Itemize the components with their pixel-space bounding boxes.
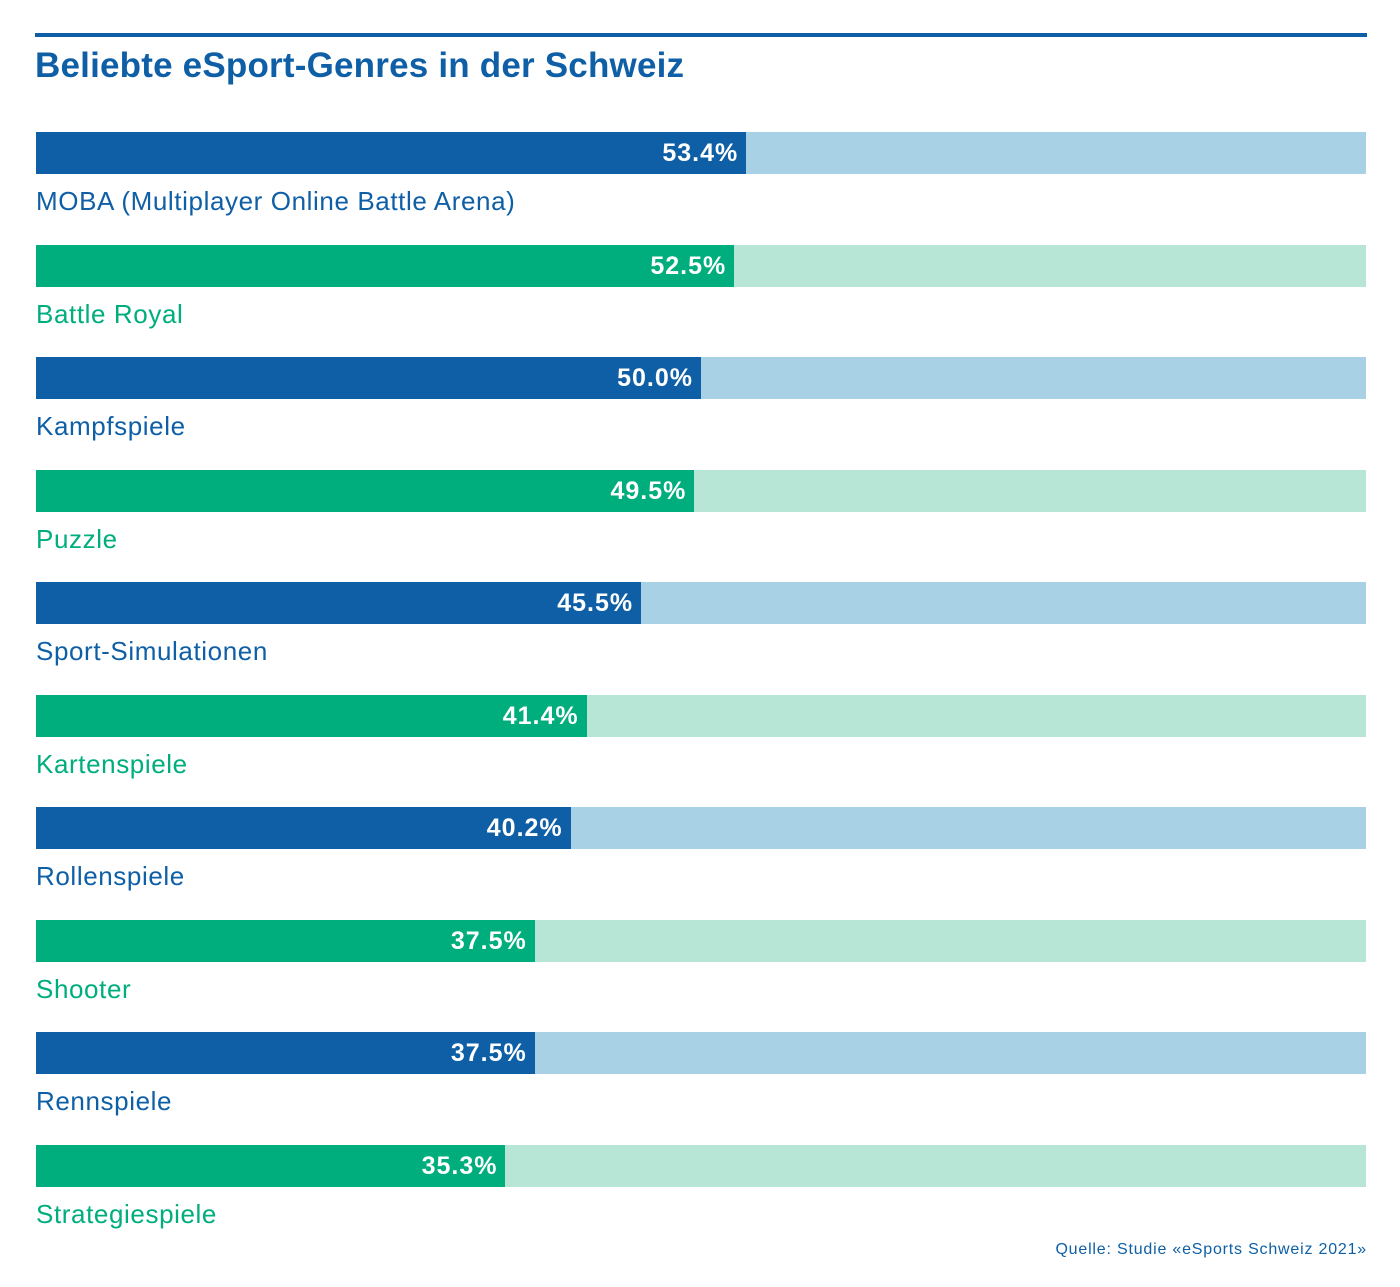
top-rule (35, 33, 1367, 37)
bar-row: 49.5% Puzzle (36, 469, 1366, 583)
bar-track: 53.4% (36, 132, 1366, 174)
bar-value-label: 40.2% (486, 814, 563, 842)
category-label: Sport-Simulationen (36, 636, 268, 666)
bar: 50.0% (36, 357, 701, 399)
category-label: Strategiespiele (36, 1198, 217, 1229)
bar-value-label: 41.4% (502, 701, 579, 730)
bar-row: 52.5% Battle Royal (36, 244, 1366, 358)
bar-value-label: 45.5% (557, 589, 634, 617)
category-label: Rennspiele (36, 1086, 173, 1116)
bar-value-label: 53.4% (662, 139, 739, 167)
bar-row: 50.0% Kampfspiele (36, 357, 1366, 470)
category-label: Kampfspiele (36, 411, 186, 441)
bar-chart: 53.4% MOBA (Multiplayer Online Battle Are… (36, 132, 1366, 1257)
bar: 45.5% (36, 582, 642, 624)
bar: 49.5% (36, 469, 695, 512)
chart-title: Beliebte eSport-Genres in der Schweiz (35, 46, 685, 85)
bar-track: 37.5% (36, 919, 1366, 962)
source-note: Quelle: Studie «eSports Schweiz 2021» (1055, 1241, 1367, 1258)
category-label: Battle Royal (36, 298, 184, 329)
bar-row: 37.5% Rennspiele (36, 1032, 1366, 1145)
bar: 41.4% (36, 694, 587, 737)
bar-value-label: 37.5% (450, 1039, 527, 1067)
bar-track: 35.3% (36, 1144, 1366, 1187)
bar-value-label: 37.5% (450, 926, 527, 955)
bar-value-label: 35.3% (421, 1151, 498, 1180)
category-label: Rollenspiele (36, 861, 185, 891)
category-label: Puzzle (36, 523, 118, 554)
bar-row: 45.5% Sport-Simulationen (36, 582, 1366, 695)
bar: 37.5% (36, 919, 535, 962)
bar-row: 41.4% Kartenspiele (36, 694, 1366, 808)
bar-track: 49.5% (36, 469, 1366, 512)
bar-track: 50.0% (36, 357, 1366, 399)
bar: 52.5% (36, 244, 735, 287)
bar: 37.5% (36, 1032, 535, 1074)
bar-track: 37.5% (36, 1032, 1366, 1074)
bar-row: 35.3% Strategiespiele (36, 1144, 1366, 1258)
bar: 35.3% (36, 1144, 506, 1187)
bar-row: 53.4% MOBA (Multiplayer Online Battle Are… (36, 132, 1366, 245)
bar: 53.4% (36, 132, 747, 174)
bar-track: 45.5% (36, 582, 1366, 624)
bar-value-label: 52.5% (650, 251, 727, 280)
bar-track: 41.4% (36, 694, 1366, 737)
bar-value-label: 49.5% (610, 476, 687, 505)
category-label: Shooter (36, 973, 132, 1004)
bar-value-label: 50.0% (617, 364, 693, 392)
category-label: Kartenspiele (36, 748, 188, 779)
category-label: MOBA (Multiplayer Online Battle Arena) (36, 186, 516, 216)
bar-row: 37.5% Shooter (36, 919, 1366, 1033)
bar-row: 40.2% Rollenspiele (36, 807, 1366, 920)
bar-track: 40.2% (36, 807, 1366, 849)
bar-track: 52.5% (36, 244, 1366, 287)
bar: 40.2% (36, 807, 571, 849)
